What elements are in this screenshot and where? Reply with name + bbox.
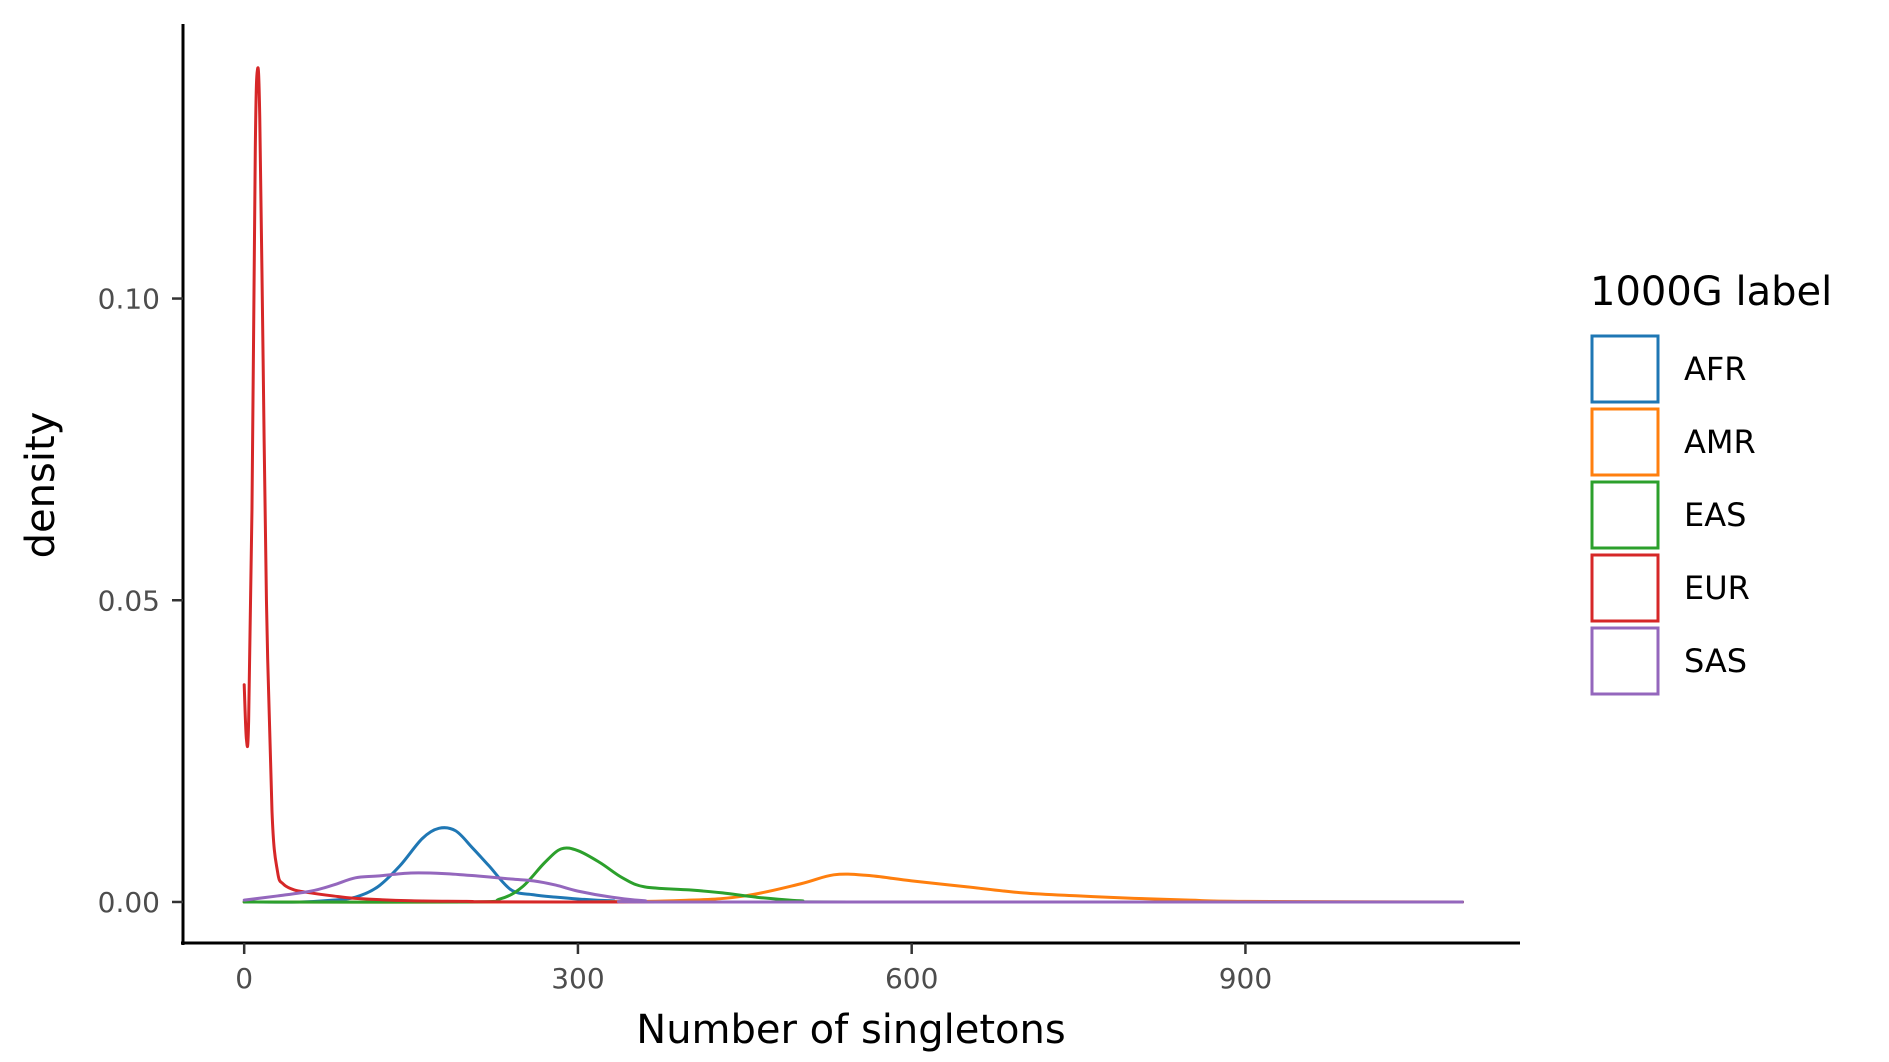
y-axis-title: density (18, 412, 64, 559)
series-line-amr (242, 872, 1464, 904)
series-line-sas (242, 871, 1464, 904)
x-ticks: 0 300 600 900 (235, 943, 1272, 995)
x-axis-title: Number of singletons (636, 1007, 1065, 1053)
legend-key-eas (1590, 480, 1660, 550)
legend-label-afr: AFR (1684, 350, 1747, 388)
legend-label-amr: AMR (1684, 423, 1756, 461)
y-ticks: 0.00 0.05 0.10 (98, 283, 183, 919)
legend-label-sas: SAS (1684, 642, 1747, 680)
y-tick-label: 0.00 (98, 886, 160, 919)
legend-key-amr (1590, 407, 1660, 477)
x-tick-label: 0 (235, 962, 253, 995)
legend-key-sas (1590, 626, 1660, 696)
legend-label-eur: EUR (1684, 569, 1750, 607)
legend-label-eas: EAS (1684, 496, 1746, 534)
series-line-afr (242, 826, 1464, 904)
x-tick-label: 600 (885, 962, 938, 995)
legend-key-afr (1590, 334, 1660, 404)
legend-key-eur (1590, 553, 1660, 623)
legend-items: AFR AMR EAS EUR SAS (1590, 334, 1756, 696)
legend: 1000G label AFR AMR EAS EUR SAS (1590, 269, 1832, 696)
plot-lines (242, 66, 1464, 904)
legend-title: 1000G label (1590, 269, 1832, 315)
x-tick-label: 300 (551, 962, 604, 995)
y-tick-label: 0.10 (98, 283, 160, 316)
series-line-eur (242, 66, 1464, 904)
y-tick-label: 0.05 (98, 584, 160, 617)
x-tick-label: 900 (1219, 962, 1272, 995)
